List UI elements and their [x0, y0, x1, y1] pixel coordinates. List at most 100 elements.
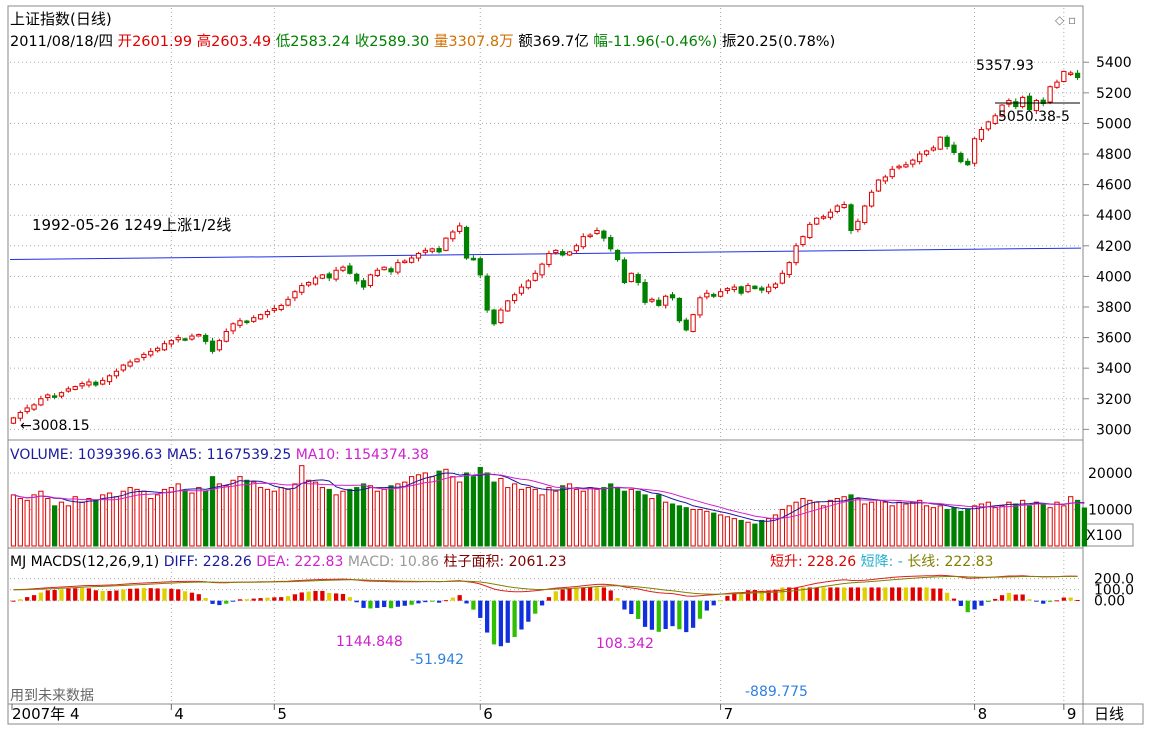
macd-bar: [814, 587, 819, 601]
macd-bar: [533, 600, 538, 614]
volume-bar: [161, 488, 168, 547]
candle-body: [381, 266, 387, 271]
volume-bar: [470, 476, 477, 547]
period-box[interactable]: [1082, 703, 1144, 725]
volume-bar: [765, 518, 772, 547]
candle-body: [505, 300, 511, 312]
volume-bar: [951, 507, 957, 547]
volume-bar: [965, 508, 971, 547]
macd-bar: [601, 587, 606, 601]
chart-title: 上证指数(日线): [10, 10, 112, 28]
candle-body: [910, 159, 916, 165]
candle-body: [676, 297, 683, 322]
candle-body: [614, 249, 621, 261]
macd-bar: [704, 600, 709, 611]
macd-bar: [251, 598, 256, 601]
candle-body: [45, 394, 51, 399]
macd-dea-line: [13, 575, 1078, 595]
macd-bar: [478, 600, 483, 618]
volume-legend-value: VOLUME: 1039396.63: [10, 447, 162, 463]
macd-bar: [876, 587, 881, 601]
macd-bar: [835, 587, 840, 601]
volume-bar: [264, 488, 271, 547]
macd-bar: [944, 592, 950, 601]
macd-bar: [862, 587, 867, 601]
macd-bar: [910, 587, 915, 601]
candle-body: [93, 381, 99, 386]
macd-bar: [423, 600, 428, 603]
volume-bar: [340, 490, 346, 547]
candle-body: [306, 282, 312, 286]
window-icon[interactable]: ▫: [1068, 13, 1076, 27]
candle-body: [669, 294, 676, 299]
candle-body: [127, 361, 133, 367]
macd-bar: [395, 600, 401, 607]
volume-bar: [484, 472, 490, 547]
macd-bar: [1013, 594, 1018, 601]
volume-bar: [154, 494, 161, 547]
volume-bar: [820, 505, 827, 547]
volume-bar: [752, 523, 758, 547]
macd-bar: [244, 599, 249, 601]
candle-body: [1068, 72, 1074, 75]
macd-bar: [649, 600, 655, 630]
volume-bar: [58, 501, 65, 547]
price-tick-label: 3000: [1096, 422, 1132, 438]
price-tick-label: 3600: [1096, 331, 1132, 347]
volume-bar: [601, 487, 607, 547]
macd-bar: [759, 590, 764, 601]
candle-body: [1054, 81, 1060, 88]
volume-bar: [1040, 503, 1046, 547]
macd-bar: [100, 590, 105, 601]
macd-bar: [663, 600, 668, 630]
macd-bar: [1075, 599, 1080, 601]
volume-bar: [292, 483, 298, 547]
volume-bar: [100, 494, 106, 547]
macd-bar: [237, 599, 243, 601]
volume-tick-label: 20000: [1088, 466, 1133, 482]
candle-body: [518, 286, 525, 294]
macd-legend-right: 短升: 228.26 短降: - 长线: 222.83: [770, 554, 993, 570]
volume-bar: [669, 503, 676, 547]
macd-bar: [121, 589, 126, 601]
macd-tick-label: 100.0: [1094, 583, 1134, 599]
candle-body: [917, 153, 923, 163]
candle-body: [203, 334, 209, 342]
macd-bar: [1034, 600, 1039, 602]
macd-bar: [443, 600, 449, 602]
volume-bar: [724, 516, 731, 547]
macd-bar: [855, 587, 861, 601]
volume-bar: [237, 476, 243, 547]
candle-body: [1033, 99, 1040, 112]
volume-bar: [360, 483, 367, 547]
macd-bar: [1041, 600, 1046, 604]
candle-body: [340, 266, 346, 271]
candle-body: [532, 272, 538, 281]
candle-body: [985, 121, 991, 130]
volume-ma5-line: [13, 472, 1085, 522]
macd-bar: [189, 592, 195, 601]
candle-body: [326, 273, 332, 279]
candle-body: [312, 277, 319, 285]
macd-bar: [361, 600, 366, 608]
candle-body: [656, 299, 662, 306]
macd-bar: [217, 600, 222, 606]
volume-ma-layer: [13, 472, 1085, 522]
xaxis-tick-label: 8: [978, 705, 988, 723]
candle-body: [525, 280, 531, 289]
volume-bar: [1006, 501, 1012, 547]
volume-bar: [65, 505, 71, 547]
volume-bar: [120, 490, 126, 547]
volume-bar: [189, 492, 195, 547]
diamond-icon[interactable]: ◇: [1055, 13, 1065, 27]
volume-bar: [31, 494, 37, 547]
volume-bar: [141, 490, 147, 547]
xaxis-tick-label: 6: [483, 705, 493, 723]
macd-bar: [18, 599, 23, 601]
info-amount: 额369.7亿: [518, 33, 589, 50]
macd-bar: [224, 600, 229, 604]
volume-bar: [992, 507, 998, 547]
price-tick-label: 3400: [1096, 361, 1132, 377]
candle-body: [422, 249, 428, 253]
xaxis-tick-label: 2007年 4: [12, 705, 80, 723]
